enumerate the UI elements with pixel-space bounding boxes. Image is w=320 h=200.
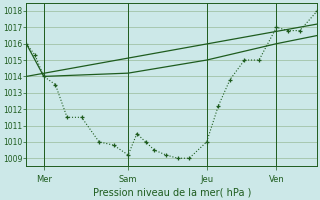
X-axis label: Pression niveau de la mer( hPa ): Pression niveau de la mer( hPa ) xyxy=(92,187,251,197)
